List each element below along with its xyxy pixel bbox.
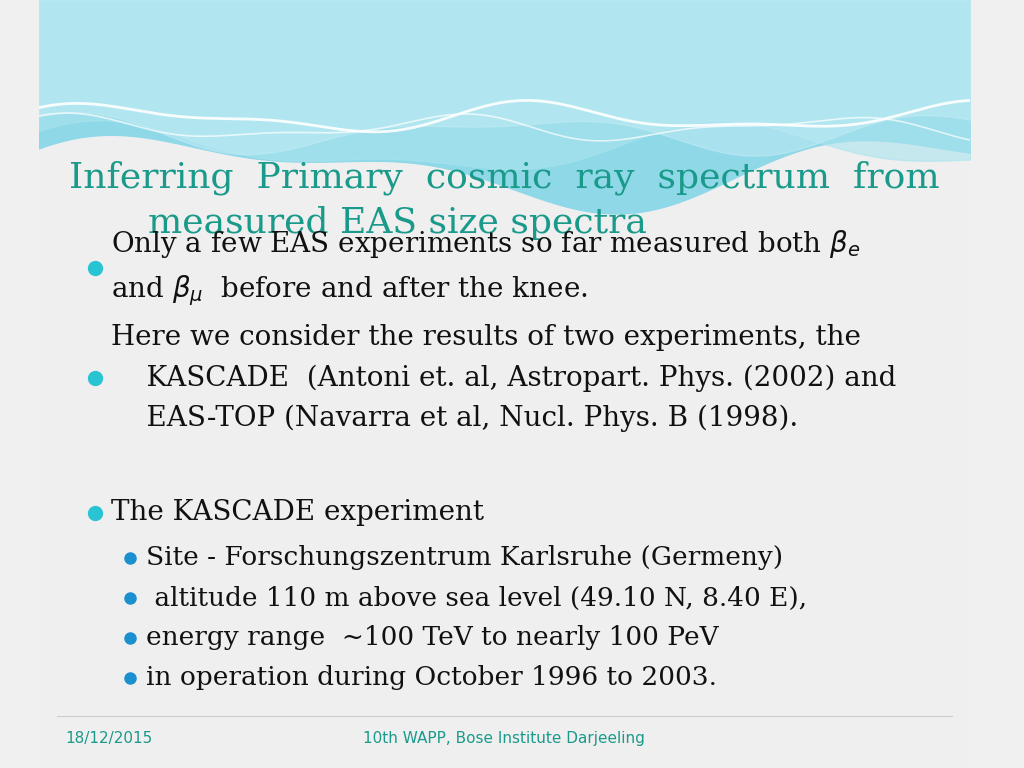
Text: The KASCADE experiment: The KASCADE experiment <box>112 499 484 527</box>
Text: energy range  ~100 TeV to nearly 100 PeV: energy range ~100 TeV to nearly 100 PeV <box>145 625 719 650</box>
Text: 10th WAPP, Bose Institute Darjeeling: 10th WAPP, Bose Institute Darjeeling <box>364 730 645 746</box>
Text: Inferring  Primary  cosmic  ray  spectrum  from: Inferring Primary cosmic ray spectrum fr… <box>69 161 940 195</box>
FancyBboxPatch shape <box>39 0 970 768</box>
Text: Only a few EAS experiments so far measured both $\beta_e$
and $\beta_\mu$  befor: Only a few EAS experiments so far measur… <box>112 227 861 309</box>
Text: in operation during October 1996 to 2003.: in operation during October 1996 to 2003… <box>145 666 717 690</box>
Text: Here we consider the results of two experiments, the
    KASCADE  (Antoni et. al: Here we consider the results of two expe… <box>112 324 897 432</box>
Text: Site - Forschungszentrum Karlsruhe (Germeny): Site - Forschungszentrum Karlsruhe (Germ… <box>145 545 783 571</box>
Text: 18/12/2015: 18/12/2015 <box>66 730 153 746</box>
Text: altitude 110 m above sea level (49.10 N, 8.40 E),: altitude 110 m above sea level (49.10 N,… <box>145 585 807 611</box>
Text: measured EAS size spectra: measured EAS size spectra <box>147 206 646 240</box>
